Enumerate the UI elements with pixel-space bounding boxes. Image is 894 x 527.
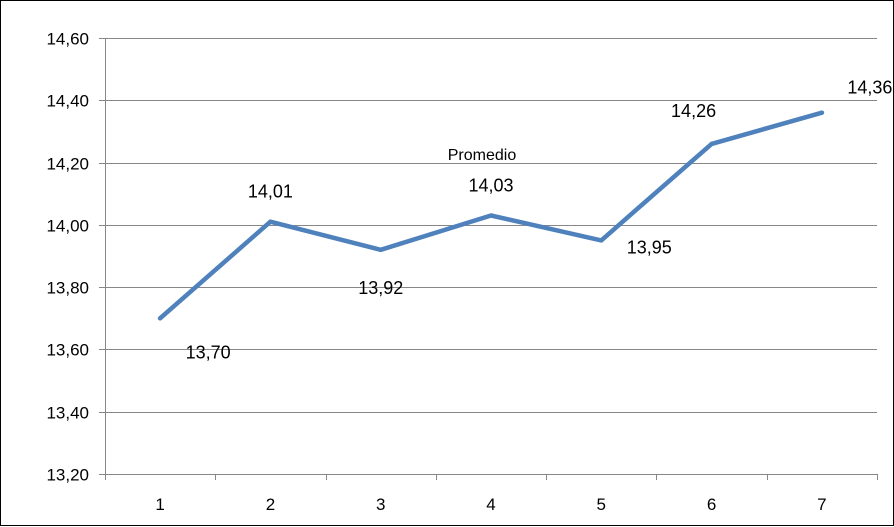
data-label: 14,03 [468,176,513,196]
data-label: 13,95 [627,237,672,257]
y-tick-labels: 13,20 13,40 13,60 13,80 14,00 14,20 14,40 14,60 [46,30,89,485]
data-label: 14,36 [847,78,892,98]
gridlines [105,38,877,475]
data-point [819,110,825,115]
y-tick-label: 14,20 [46,155,89,174]
data-label: 14,01 [248,182,293,202]
data-label: 13,92 [358,278,403,298]
y-tick-label: 14,00 [46,217,89,236]
x-tick-label: 2 [266,495,275,514]
x-tick-label: 7 [817,495,826,514]
x-tick-label: 5 [597,495,606,514]
x-tick-label: 6 [707,495,716,514]
y-tick-label: 14,40 [46,92,89,111]
chart-title: Promedio [448,147,517,164]
data-label: 14,26 [671,101,716,121]
data-point [488,213,494,218]
data-point [599,238,604,243]
data-point [268,219,273,224]
data-point [709,141,714,147]
x-tick-label: 3 [376,495,385,514]
x-tick-label: 1 [155,495,164,514]
axes [99,38,878,480]
y-tick-label: 14,60 [46,30,89,49]
y-tick-label: 13,20 [46,466,89,485]
series-group [157,110,825,321]
y-tick-label: 13,40 [46,404,89,423]
data-label: 13,70 [186,342,231,362]
data-labels: 13,70 14,01 13,92 14,03 13,95 14,26 14,36 [186,78,893,363]
x-tick-label: 4 [486,495,495,514]
data-point [378,247,383,252]
data-point [157,316,163,321]
y-tick-label: 13,60 [46,341,89,360]
y-tick-label: 13,80 [46,279,89,298]
x-tick-labels: 1 2 3 4 5 6 7 [155,495,826,514]
